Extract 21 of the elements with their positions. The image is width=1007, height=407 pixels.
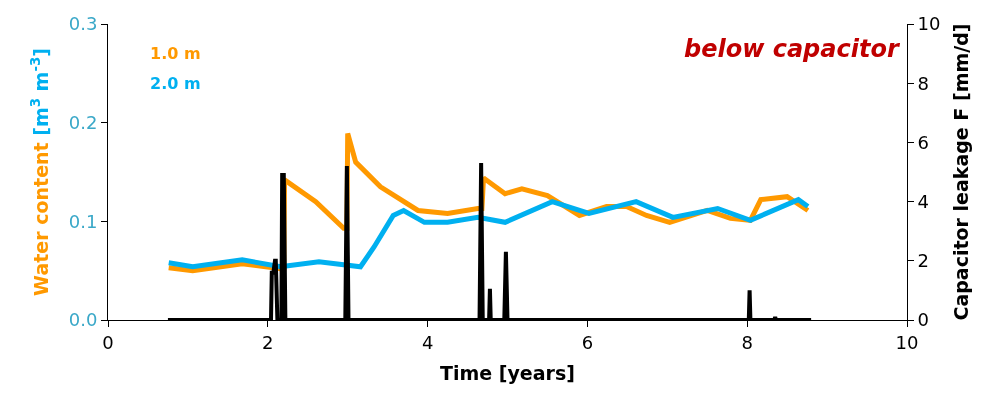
x-tick-label: 6 [581,331,594,353]
y2-axis-title: Capacitor leakage F [mm/d] [950,23,973,321]
y2-tick-label: 8 [917,72,930,94]
y2-tick-label: 2 [917,250,930,272]
x-tick-label: 4 [421,331,434,353]
x-axis-title: Time [years] [440,362,575,385]
x-tick-label: 10 [895,331,919,353]
text: 1.0 m [150,44,201,63]
y2-tick-label: 4 [917,190,930,212]
text: below capacitor [684,35,901,63]
y-tick-label: 0.2 [68,111,98,133]
y-tick-label: 0.0 [68,309,98,331]
x-tick-label: 2 [262,331,274,353]
text: 2.0 m [150,74,201,93]
y-tick-label: 0.1 [68,210,98,232]
y2-tick-label: 6 [917,131,930,153]
y2-tick-label: 0 [917,309,930,331]
x-tick-label: 8 [741,331,753,353]
y-tick-label: 0.3 [68,13,98,35]
x-tick-label: 0 [102,331,114,353]
y2-tick-label: 10 [917,13,941,35]
